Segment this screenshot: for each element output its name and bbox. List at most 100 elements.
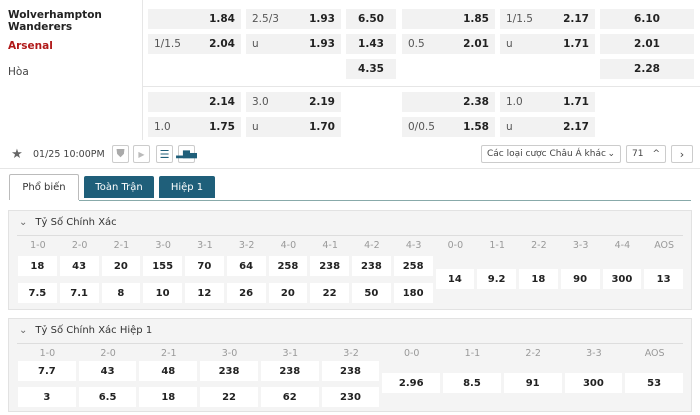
- correct-score-section: ⌄ Tỷ Số Chính Xác 1-0 18 7.5 2-0 43 7.1 2-1 20 8 3…: [8, 210, 692, 310]
- odds-cell[interactable]: 1.43: [346, 34, 396, 54]
- odds-value: 1.93: [309, 13, 335, 25]
- next-arrow-icon[interactable]: ›: [671, 145, 693, 163]
- chevron-down-icon: ⌄: [607, 149, 615, 159]
- score-odds-home[interactable]: 43: [78, 361, 137, 381]
- score-odds[interactable]: 9.2: [477, 269, 516, 289]
- score-odds[interactable]: 18: [519, 269, 558, 289]
- odds-cell[interactable]: u 1.93: [246, 34, 341, 54]
- odds-cell[interactable]: 2.5/3 1.93: [246, 9, 341, 29]
- more-bets-button[interactable]: 71 ^: [626, 145, 666, 163]
- odds-cell[interactable]: 1/1.5 2.04: [148, 34, 241, 54]
- stats-icon[interactable]: ▂▆▄: [176, 145, 197, 163]
- line-value: u: [252, 38, 259, 50]
- tab-popular[interactable]: Phổ biến: [9, 174, 79, 200]
- score-odds-home[interactable]: 64: [226, 256, 266, 276]
- score-odds-away[interactable]: 26: [226, 283, 266, 303]
- score-odds-home[interactable]: 7.7: [18, 361, 76, 381]
- jersey-icon[interactable]: ⛊: [112, 145, 129, 163]
- score-odds-away[interactable]: 3: [18, 387, 76, 407]
- score-odds-home[interactable]: 18: [18, 256, 57, 276]
- tab-full-match[interactable]: Toàn Trận: [84, 176, 154, 198]
- pitch-icon[interactable]: ☰: [156, 145, 173, 163]
- odds-cell[interactable]: 1.85: [402, 9, 495, 29]
- score-odds-away[interactable]: 50: [352, 283, 391, 303]
- score-odds-away[interactable]: 62: [260, 387, 319, 407]
- score-odds-home[interactable]: 238: [200, 361, 258, 381]
- odds-cell[interactable]: 6.10: [600, 9, 694, 29]
- odds-value: 1.43: [358, 38, 384, 50]
- odds-cell[interactable]: u 2.17: [500, 117, 595, 137]
- odds-cell[interactable]: 6.50: [346, 9, 396, 29]
- odds-cell[interactable]: 2.28: [600, 59, 694, 79]
- odds-cell[interactable]: u 1.71: [500, 34, 595, 54]
- bet-type-dropdown[interactable]: Các loại cược Châu Á khác ⌄: [481, 145, 621, 163]
- odds-cell[interactable]: 0/0.5 1.58: [402, 117, 495, 137]
- score-label: 3-2: [238, 240, 255, 251]
- odds-cell[interactable]: 0.5 2.01: [402, 34, 495, 54]
- score-odds-home[interactable]: 238: [321, 361, 380, 381]
- odds-cell[interactable]: 2.14: [148, 92, 241, 112]
- score-odds[interactable]: 300: [602, 269, 642, 289]
- correct-score-h1-section: ⌄ Tỷ Số Chính Xác Hiệp 1 1-0 7.7 3 2-0 43 6.5 2…: [8, 318, 692, 412]
- odds-cell[interactable]: 1/1.5 2.17: [500, 9, 595, 29]
- odds-value: 1.70: [309, 121, 335, 133]
- score-odds[interactable]: 91: [503, 373, 562, 393]
- match-toolbar: ★ 01/25 10:00PM ⛊ ▶ ☰ ▂▆▄ Các loại cược …: [0, 141, 700, 167]
- score-odds[interactable]: 13: [644, 269, 683, 289]
- score-odds-away[interactable]: 22: [200, 387, 258, 407]
- odds-cell[interactable]: 1.0 1.75: [148, 117, 241, 137]
- score-odds[interactable]: 90: [560, 269, 600, 289]
- score-odds-away[interactable]: 22: [310, 283, 349, 303]
- score-odds-home[interactable]: 155: [143, 256, 182, 276]
- section-header[interactable]: ⌄ Tỷ Số Chính Xác: [19, 217, 117, 228]
- score-odds-home[interactable]: 258: [268, 256, 308, 276]
- odds-value: 6.10: [634, 13, 660, 25]
- score-odds[interactable]: 8.5: [443, 373, 501, 393]
- score-odds-home[interactable]: 238: [310, 256, 349, 276]
- score-label: 2-0: [71, 240, 88, 251]
- star-icon[interactable]: ★: [11, 146, 23, 162]
- score-odds[interactable]: 53: [625, 373, 683, 393]
- section-title: Tỷ Số Chính Xác: [35, 217, 117, 228]
- score-odds-away[interactable]: 180: [393, 283, 433, 303]
- score-odds-away[interactable]: 12: [185, 283, 224, 303]
- score-odds[interactable]: 14: [435, 269, 475, 289]
- section-header[interactable]: ⌄ Tỷ Số Chính Xác Hiệp 1: [19, 325, 152, 336]
- score-odds-home[interactable]: 238: [260, 361, 319, 381]
- score-odds-away[interactable]: 230: [321, 387, 380, 407]
- odds-cell[interactable]: 2.01: [600, 34, 694, 54]
- odds-cell[interactable]: 3.0 2.19: [246, 92, 341, 112]
- score-odds-home[interactable]: 238: [352, 256, 391, 276]
- odds-cell[interactable]: 1.84: [148, 9, 241, 29]
- score-odds-away[interactable]: 7.5: [18, 283, 57, 303]
- score-odds-away[interactable]: 6.5: [78, 387, 137, 407]
- tab-first-half[interactable]: Hiệp 1: [159, 176, 215, 198]
- score-label: 4-3: [405, 240, 422, 251]
- odds-cell[interactable]: 4.35: [346, 59, 396, 79]
- score-label: 3-1: [197, 240, 213, 251]
- play-icon[interactable]: ▶: [133, 145, 150, 163]
- score-label: 1-0: [30, 240, 46, 251]
- odds-cell[interactable]: 1.0 1.71: [500, 92, 595, 112]
- score-odds-home[interactable]: 43: [59, 256, 99, 276]
- score-odds-home[interactable]: 70: [185, 256, 224, 276]
- odds-value: 2.28: [634, 63, 660, 75]
- score-odds-home[interactable]: 258: [393, 256, 433, 276]
- score-label: 2-2: [531, 240, 547, 251]
- score-label: AOS: [644, 348, 665, 359]
- line-value: u: [252, 121, 259, 133]
- odds-value: 2.04: [209, 38, 235, 50]
- score-odds-away[interactable]: 18: [139, 387, 198, 407]
- score-odds-away[interactable]: 7.1: [59, 283, 99, 303]
- score-label: 3-3: [572, 240, 589, 251]
- score-odds-home[interactable]: 48: [139, 361, 198, 381]
- score-odds-away[interactable]: 20: [268, 283, 308, 303]
- score-odds-away[interactable]: 8: [101, 283, 141, 303]
- score-odds-away[interactable]: 10: [143, 283, 182, 303]
- score-odds[interactable]: 300: [564, 373, 623, 393]
- odds-cell[interactable]: u 1.70: [246, 117, 341, 137]
- dropdown-value: Các loại cược Châu Á khác: [487, 149, 606, 159]
- score-odds[interactable]: 2.96: [382, 373, 441, 393]
- score-odds-home[interactable]: 20: [101, 256, 141, 276]
- odds-cell[interactable]: 2.38: [402, 92, 495, 112]
